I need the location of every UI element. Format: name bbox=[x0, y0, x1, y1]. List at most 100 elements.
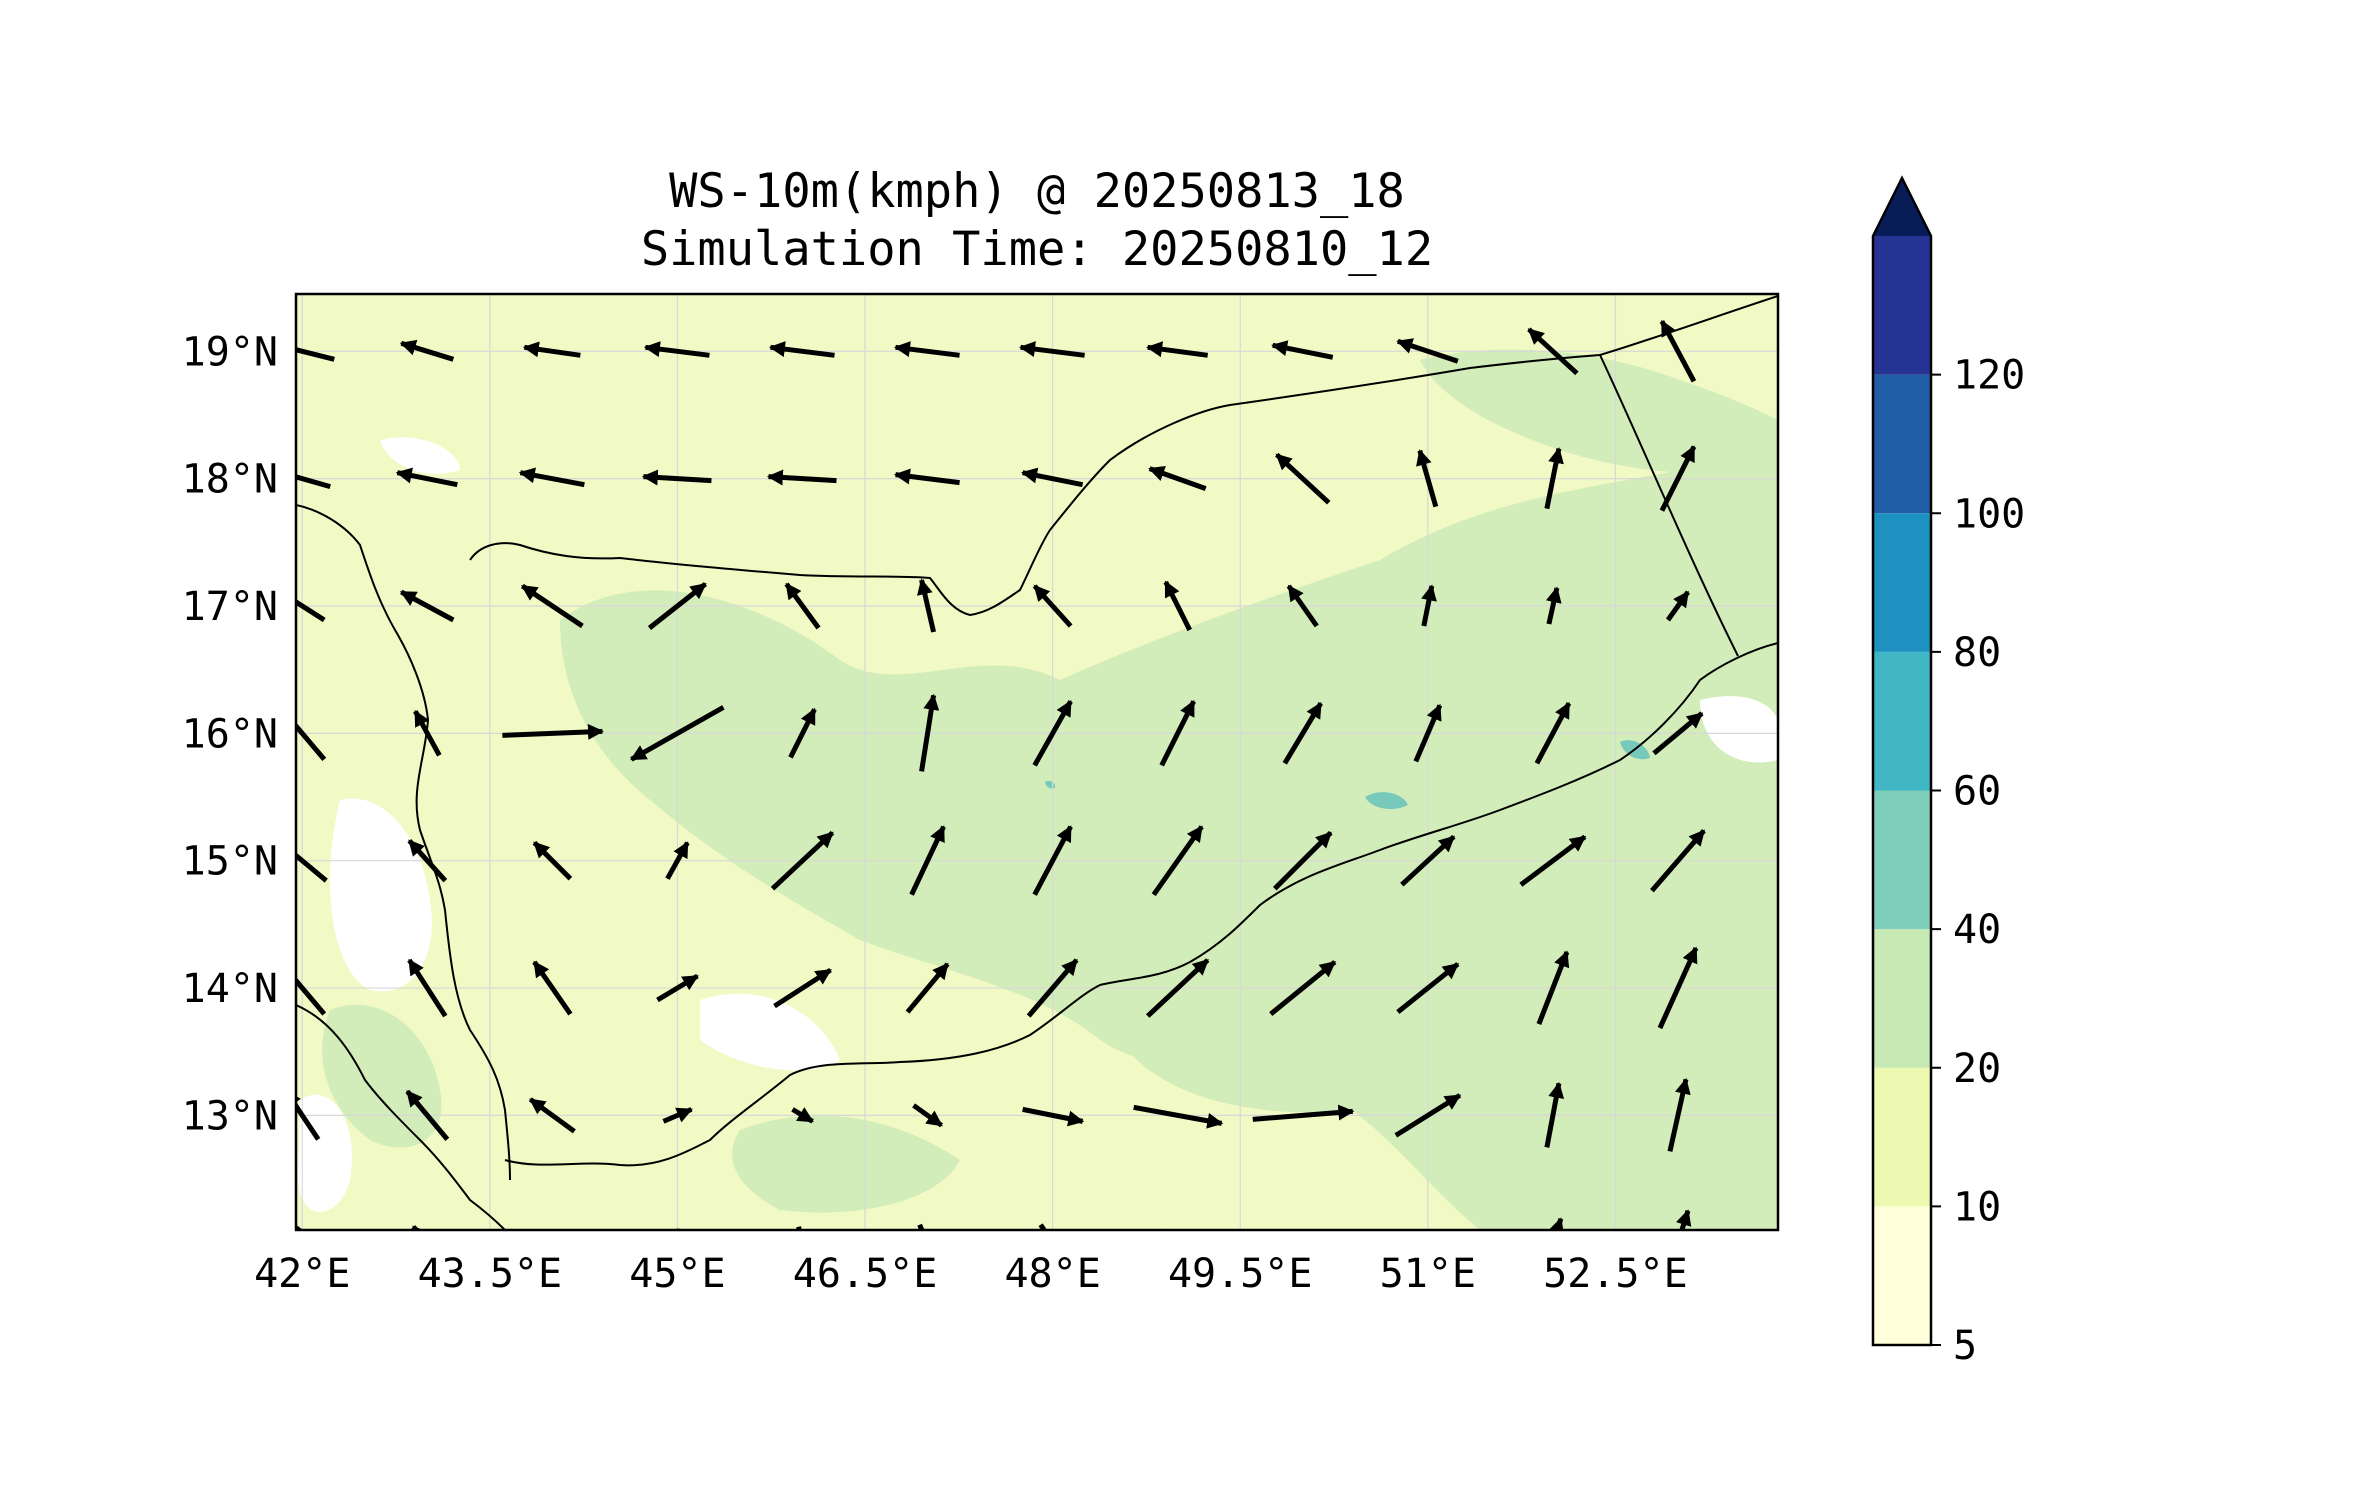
y-tick-label: 15°N bbox=[182, 839, 278, 885]
x-tick-label: 52.5°E bbox=[1543, 1251, 1688, 1297]
wind-vector-arrow bbox=[791, 1107, 814, 1124]
wind-vector-arrow bbox=[893, 341, 960, 358]
colorbar-tick-label: 20 bbox=[1953, 1046, 2001, 1092]
x-tick-label: 49.5°E bbox=[1168, 1251, 1313, 1297]
y-tick-label: 16°N bbox=[182, 711, 278, 757]
wind-vector-arrow bbox=[665, 841, 690, 880]
wind-vector-arrow bbox=[1652, 711, 1704, 756]
wind-vector-arrow bbox=[1534, 701, 1572, 765]
wind-vector-arrow bbox=[296, 852, 328, 883]
colorbar-segment bbox=[1873, 374, 1931, 514]
wind-vector-arrow bbox=[773, 967, 832, 1009]
contour-band-20-40 bbox=[1420, 349, 1778, 474]
x-tick-label: 42°E bbox=[254, 1251, 350, 1297]
wind-vector-arrow bbox=[1159, 699, 1196, 767]
wind-vector-arrow bbox=[641, 469, 712, 486]
wind-vector-arrow bbox=[405, 1089, 450, 1141]
wind-vector-arrow bbox=[1416, 449, 1439, 508]
wind-vector-arrow bbox=[770, 830, 835, 891]
colorbar-tick-label: 120 bbox=[1953, 353, 2025, 399]
wind-vector-arrow bbox=[1650, 829, 1706, 893]
wind-vector-arrow bbox=[413, 709, 442, 757]
contour-band-40-60 bbox=[1365, 792, 1408, 809]
colorbar-segment bbox=[1873, 1206, 1931, 1345]
red-sea-west-coast bbox=[296, 1004, 506, 1230]
wind-vector-arrow bbox=[1659, 319, 1697, 383]
x-tick-label: 45°E bbox=[629, 1251, 725, 1297]
wind-vector-arrow bbox=[1032, 825, 1073, 896]
wind-vector-arrow bbox=[662, 1107, 693, 1124]
x-axis-ticks: 42°E 43.5°E 45°E 46.5°E 48°E 49.5°E 51°E 52.5°E bbox=[254, 1251, 1688, 1297]
wind-vector-arrow bbox=[1269, 960, 1337, 1016]
wind-vector-arrow bbox=[1275, 452, 1331, 505]
contour-calm bbox=[330, 798, 432, 992]
contour-calm bbox=[380, 437, 460, 474]
wind-vector-arrow bbox=[1544, 447, 1564, 510]
map-panel: 42°E 43.5°E 45°E 46.5°E 48°E 49.5°E 51°E 52.5°E… bbox=[182, 292, 1780, 1297]
yemen-saudi-border bbox=[469, 354, 1601, 617]
wind-vector-arrow bbox=[522, 341, 581, 358]
wind-vector-arrow bbox=[784, 582, 821, 630]
contour-calm bbox=[1700, 696, 1778, 763]
x-tick-label: 46.5°E bbox=[793, 1251, 938, 1297]
wind-vector-arrow bbox=[1659, 445, 1697, 512]
wind-vector-arrow bbox=[1545, 586, 1562, 625]
wind-vector-arrow bbox=[399, 339, 455, 362]
wind-vector-arrow bbox=[1413, 703, 1443, 763]
wind-vector-arrow bbox=[407, 958, 448, 1018]
wind-vector-arrow bbox=[1519, 834, 1587, 887]
wind-vector-arrow bbox=[1163, 580, 1192, 632]
y-tick-label: 18°N bbox=[182, 457, 278, 503]
wind-vector-arrow bbox=[1396, 962, 1460, 1014]
y-tick-label: 14°N bbox=[182, 966, 278, 1012]
wind-vector-arrow bbox=[518, 467, 585, 488]
wind-vector-arrow bbox=[528, 1097, 576, 1134]
colorbar-frame bbox=[1871, 175, 1933, 1347]
contour-band-20-40 bbox=[1120, 895, 1546, 1113]
wind-vector-arrow bbox=[1421, 584, 1437, 627]
map-title-line-1: WS-10m(kmph) @ 20250813_18 bbox=[669, 164, 1405, 219]
wind-vector-arrow bbox=[532, 840, 573, 881]
wind-vector-arrow bbox=[630, 705, 725, 762]
wind-vector-arrow bbox=[893, 468, 960, 486]
wind-vector-arrow bbox=[1151, 825, 1204, 897]
colorbar-segment bbox=[1873, 1067, 1931, 1207]
wind-vector-arrow bbox=[1272, 830, 1333, 891]
wind-vector-arrow bbox=[909, 825, 946, 896]
wind-vector-arrow bbox=[1400, 834, 1456, 887]
wind-vector-arrow bbox=[296, 976, 327, 1016]
red-sea-east-coast bbox=[296, 504, 511, 1181]
wind-vector-arrow bbox=[1026, 958, 1079, 1018]
wind-vector-arrow bbox=[1286, 584, 1319, 628]
wind-vector-arrow bbox=[407, 839, 448, 883]
wind-vector-arrow bbox=[1394, 1093, 1462, 1138]
wind-vector-arrow bbox=[296, 474, 331, 490]
colorbar-tick-label: 5 bbox=[1953, 1323, 1977, 1369]
wind-vector-arrow bbox=[1021, 467, 1084, 488]
wind-vector-arrow bbox=[1019, 341, 1085, 358]
wind-vector-arrow bbox=[395, 467, 458, 488]
x-tick-label: 43.5°E bbox=[418, 1251, 563, 1297]
contour-calm bbox=[298, 1094, 352, 1212]
wind-vector-arrow bbox=[1133, 1104, 1224, 1129]
y-tick-label: 19°N bbox=[182, 329, 278, 375]
wind-vector-arrow bbox=[917, 578, 937, 633]
wind-vector-arrow bbox=[1676, 1209, 1692, 1230]
wind-speed-contours bbox=[298, 349, 1778, 1230]
wind-vectors bbox=[296, 319, 1706, 1249]
wind-vector-arrow bbox=[1527, 327, 1579, 376]
wind-vector-arrow bbox=[1282, 701, 1323, 765]
colorbar-tick-label: 80 bbox=[1953, 630, 2001, 676]
wind-vector-arrow bbox=[1536, 950, 1570, 1025]
wind-vector-arrow bbox=[1145, 958, 1210, 1018]
wind-vector-arrow bbox=[656, 973, 699, 1003]
wind-vector-arrow bbox=[1665, 590, 1690, 622]
wind-vector-arrow bbox=[532, 960, 573, 1016]
wind-vector-arrow bbox=[1032, 699, 1073, 767]
wind-vector-arrow bbox=[1408, 1237, 1448, 1249]
y-tick-label: 13°N bbox=[182, 1093, 278, 1139]
colorbar: 5 10 20 40 60 80 100 120 bbox=[1871, 175, 2025, 1369]
wind-vector-arrow bbox=[1548, 1217, 1564, 1230]
wind-vector-arrow bbox=[1396, 338, 1459, 364]
